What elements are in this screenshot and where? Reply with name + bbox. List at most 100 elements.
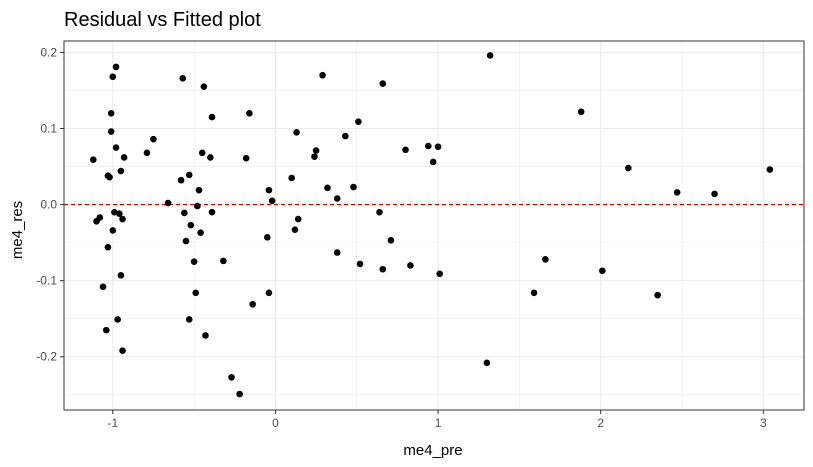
data-point	[197, 229, 204, 237]
data-point	[107, 109, 115, 117]
data-point	[246, 109, 253, 117]
panel-border	[63, 40, 805, 411]
data-point	[181, 209, 188, 217]
data-point	[312, 147, 320, 154]
data-point	[407, 262, 414, 269]
x-tick-label: 1	[435, 416, 442, 430]
data-point	[220, 257, 227, 265]
x-axis-ticks: -1 0 1 2 3	[107, 410, 767, 430]
data-point	[324, 184, 331, 192]
data-point	[202, 332, 209, 339]
data-point	[249, 300, 256, 308]
minor-gridlines	[64, 41, 804, 410]
data-point	[228, 373, 235, 381]
y-tick-label: 0.1	[40, 121, 57, 135]
data-point	[119, 215, 126, 223]
data-point	[355, 118, 362, 125]
data-point	[164, 199, 172, 207]
x-tick-label: 0	[272, 416, 279, 430]
x-tick-label: 2	[597, 416, 604, 430]
y-tick-label: -0.2	[36, 350, 57, 364]
data-point	[268, 197, 276, 205]
data-point	[117, 167, 125, 175]
data-point	[112, 63, 120, 71]
data-point	[200, 83, 208, 90]
data-point	[115, 210, 123, 218]
data-point	[236, 390, 243, 398]
data-point	[350, 183, 357, 191]
x-axis-title: me4_pre	[403, 442, 462, 459]
data-point	[207, 154, 214, 161]
data-point	[293, 128, 300, 136]
data-point	[434, 143, 442, 151]
data-point	[185, 171, 193, 179]
data-point	[106, 173, 113, 181]
data-point	[114, 316, 121, 323]
data-point	[143, 149, 151, 157]
data-point	[198, 149, 206, 157]
data-point	[387, 237, 395, 244]
y-tick-label: 0.2	[40, 45, 57, 59]
data-point	[150, 135, 157, 143]
data-point	[89, 156, 97, 163]
data-point	[342, 132, 349, 140]
data-point	[263, 233, 271, 241]
data-point	[379, 265, 387, 273]
data-point	[356, 260, 364, 268]
data-point	[599, 267, 606, 275]
data-point	[402, 146, 409, 154]
data-point	[436, 270, 443, 278]
data-point	[311, 153, 318, 160]
data-point	[291, 226, 299, 233]
y-axis-title: me4_res	[9, 201, 26, 259]
data-point	[265, 289, 273, 297]
data-point	[195, 186, 203, 194]
data-point	[673, 189, 681, 196]
y-tick-label: 0.0	[40, 198, 57, 212]
data-point	[187, 221, 195, 229]
data-point	[577, 108, 585, 116]
data-point	[102, 326, 110, 334]
data-point	[429, 158, 437, 166]
data-point	[208, 208, 216, 216]
data-point	[109, 227, 117, 234]
data-point	[766, 166, 774, 173]
data-point	[294, 215, 302, 223]
data-point	[242, 154, 250, 162]
x-tick-label: 3	[760, 416, 767, 430]
data-point	[288, 174, 295, 182]
data-point	[379, 80, 387, 87]
data-point	[333, 249, 341, 256]
chart-title: Residual vs Fitted plot	[64, 9, 261, 31]
data-point	[711, 190, 718, 198]
data-point	[319, 71, 326, 79]
data-point	[625, 164, 632, 172]
major-gridlines	[64, 41, 804, 410]
data-point	[265, 186, 273, 194]
data-point	[109, 73, 117, 81]
data-point	[182, 237, 190, 245]
data-point	[104, 243, 112, 251]
data-point	[177, 176, 185, 184]
data-points	[89, 52, 774, 398]
data-point	[425, 142, 432, 150]
y-tick-label: -0.1	[36, 274, 57, 288]
data-point	[107, 128, 115, 135]
data-point	[120, 154, 128, 161]
data-point	[192, 289, 200, 297]
x-tick-label: -1	[107, 416, 118, 430]
data-point	[208, 113, 216, 121]
data-point	[96, 214, 104, 221]
data-point	[486, 52, 494, 59]
data-point	[117, 272, 125, 279]
data-point	[654, 291, 661, 299]
data-point	[190, 258, 198, 265]
data-point	[99, 283, 107, 291]
data-point	[179, 74, 187, 82]
data-point	[185, 316, 193, 323]
data-point	[194, 202, 201, 210]
data-point	[483, 359, 491, 367]
data-point	[530, 289, 538, 297]
data-point	[542, 256, 549, 263]
